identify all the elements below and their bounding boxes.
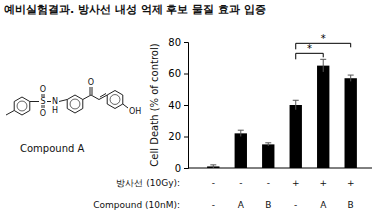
ring-aromatic [70,99,80,109]
bond [59,100,67,102]
y-tick-mark [184,105,188,106]
error-bar-cap [265,142,271,143]
y-tick-label: 0 [175,163,181,174]
y-tick-label: 80 [168,37,181,48]
row-label: Compound (10nM): [93,200,180,210]
bar [235,133,247,168]
row-value: - [267,178,270,188]
bond [44,105,45,108]
y-tick: 80 [168,37,188,48]
bond [100,94,106,98]
y-tick: 40 [168,100,188,111]
bond [42,94,43,97]
bond [6,111,14,116]
error-bar-stem [240,130,241,136]
row-value: + [347,178,355,188]
ring-aromatic [110,95,120,105]
y-tick: 0 [175,163,188,174]
bond [91,95,99,100]
y-tick: 20 [168,131,188,142]
atom-label: OH [129,107,141,116]
bar [345,78,357,168]
error-bar [293,100,299,109]
row-value: - [239,178,242,188]
y-tick-label: 40 [168,100,181,111]
bond [90,87,91,95]
atom-label: O [40,109,46,118]
y-tick: 60 [168,68,188,79]
atom-label: S [40,97,45,106]
row-value: A [320,200,327,210]
bond [44,94,45,97]
row-value: + [319,178,327,188]
plot-area [207,59,357,168]
error-bar [348,75,354,81]
atom-label: O [40,85,46,94]
row-value: A [238,200,245,210]
bond [42,105,43,108]
ring-aromatic [17,101,27,111]
error-bar [265,143,271,146]
compound-name: Compound A [20,143,85,154]
y-tick-label: 60 [168,68,181,79]
y-tick-mark [184,137,188,138]
error-bar [238,130,244,136]
row-value: B [265,200,271,210]
bar [262,144,274,168]
y-tick-mark [184,168,188,169]
error-bar-cap [210,164,216,165]
bar [290,105,302,168]
y-tick-mark [184,74,188,75]
row-value: + [292,178,300,188]
atom-label: N [52,97,58,106]
ring [67,95,83,113]
ring [14,97,30,115]
error-bar [210,165,216,168]
ring [107,91,123,109]
title: 예비실험결과. 방사선 내성 억제 후보 물질 효과 입증 [4,3,266,16]
error-bar-cap [238,130,244,131]
error-bar-stem [350,75,351,81]
error-bar-cap [320,59,326,60]
atom-label: O [88,78,94,87]
bond [83,95,91,100]
row-value: - [212,200,215,210]
row-value: B [348,200,354,210]
y-tick-mark [184,42,188,43]
row-label: 방사선 (10Gy): [116,178,180,188]
significance-label: * [321,33,326,44]
error-bar [320,59,326,72]
y-axis: 0 20 40 60 80 [168,37,188,174]
row-value: - [294,200,297,210]
significance-label: * [307,43,312,54]
row-value: - [212,178,215,188]
bond [92,87,93,95]
bond [123,104,128,108]
structure: SOONHOOH [6,78,141,118]
error-bar-cap [348,75,354,76]
y-tick-label: 20 [168,131,181,142]
atom-label: H [52,106,58,115]
y-axis-line [184,43,189,169]
error-bar-stem [295,100,296,109]
error-bar-cap [293,100,299,101]
y-axis-title: Cell Death (% of control) [149,43,160,166]
bond [47,101,51,102]
bar [317,66,329,168]
error-bar-stem [323,59,324,72]
bond [30,101,39,102]
chart: 예비실험결과. 방사선 내성 억제 후보 물질 효과 입증 0 20 40 60 80 Ce… [0,0,386,221]
